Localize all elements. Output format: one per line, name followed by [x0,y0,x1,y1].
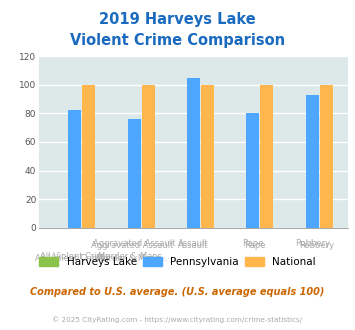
Bar [201,85,214,228]
Text: Violent Crime Comparison: Violent Crime Comparison [70,33,285,48]
Bar [260,85,273,228]
Text: Murder & Mans...: Murder & Mans... [98,252,170,261]
Text: Robbery: Robbery [300,241,334,250]
Text: 2019 Harveys Lake: 2019 Harveys Lake [99,12,256,26]
Legend: Harveys Lake, Pennsylvania, National: Harveys Lake, Pennsylvania, National [39,257,316,267]
Text: Compared to U.S. average. (U.S. average equals 100): Compared to U.S. average. (U.S. average … [30,287,325,297]
Text: Aggravated Assault: Aggravated Assault [91,241,173,250]
Bar [320,85,333,228]
Bar [246,113,260,228]
Text: Rape: Rape [245,241,266,250]
Text: © 2025 CityRating.com - https://www.cityrating.com/crime-statistics/: © 2025 CityRating.com - https://www.city… [53,317,302,323]
Text: Rape: Rape [242,239,264,248]
Bar [68,111,81,228]
Text: All Violent Crime: All Violent Crime [35,254,105,263]
Bar [127,119,141,228]
Text: Murder & Mans...: Murder & Mans... [96,254,168,263]
Bar [142,85,154,228]
Bar [82,85,95,228]
Text: Robbery: Robbery [295,239,330,248]
Text: Assault: Assault [178,241,209,250]
Text: All Violent Crime: All Violent Crime [39,252,110,261]
Bar [187,78,200,228]
Text: Assault: Assault [178,239,209,248]
Bar [306,95,319,228]
Text: Aggravated Assault: Aggravated Assault [93,239,175,248]
